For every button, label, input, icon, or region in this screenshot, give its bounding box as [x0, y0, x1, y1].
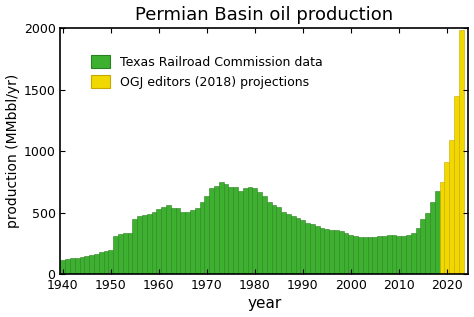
Bar	[84, 256, 89, 275]
Bar	[89, 255, 94, 275]
Bar	[61, 260, 65, 275]
Bar	[454, 96, 459, 275]
Bar	[224, 184, 228, 275]
Bar	[204, 196, 209, 275]
Bar	[267, 202, 272, 275]
Bar	[440, 182, 445, 275]
Bar	[276, 207, 281, 275]
Bar	[104, 251, 109, 275]
Y-axis label: production (MMbbl/yr): production (MMbbl/yr)	[6, 74, 19, 228]
Bar	[373, 237, 377, 275]
Bar	[445, 162, 449, 275]
Bar	[416, 228, 420, 275]
Bar	[425, 213, 430, 275]
Bar	[339, 231, 344, 275]
Bar	[344, 232, 348, 275]
Bar	[147, 214, 152, 275]
Bar	[353, 236, 358, 275]
Bar	[238, 191, 243, 275]
Bar	[377, 236, 382, 275]
Bar	[99, 252, 104, 275]
Bar	[411, 232, 416, 275]
Bar	[243, 188, 247, 275]
Bar	[363, 237, 368, 275]
Bar	[406, 235, 411, 275]
Bar	[420, 219, 425, 275]
Bar	[214, 186, 219, 275]
Bar	[109, 250, 113, 275]
Bar	[209, 188, 214, 275]
Bar	[123, 232, 128, 275]
Bar	[185, 211, 190, 275]
Bar	[257, 192, 262, 275]
Title: Permian Basin oil production: Permian Basin oil production	[136, 6, 393, 23]
Bar	[200, 202, 204, 275]
Bar	[334, 230, 339, 275]
Bar	[286, 214, 291, 275]
Bar	[449, 140, 454, 275]
Bar	[301, 220, 305, 275]
Bar	[219, 182, 224, 275]
Bar	[459, 30, 464, 275]
Bar	[348, 235, 353, 275]
Bar	[152, 211, 156, 275]
Bar	[113, 236, 118, 275]
Bar	[387, 235, 392, 275]
Legend: Texas Railroad Commission data, OGJ editors (2018) projections: Texas Railroad Commission data, OGJ edit…	[87, 51, 326, 92]
Bar	[396, 236, 401, 275]
Bar	[368, 237, 373, 275]
Bar	[70, 258, 75, 275]
Bar	[176, 208, 181, 275]
Bar	[75, 258, 80, 275]
Bar	[171, 208, 176, 275]
Bar	[156, 209, 161, 275]
Bar	[329, 230, 334, 275]
Bar	[253, 188, 257, 275]
Bar	[401, 236, 406, 275]
Bar	[435, 191, 440, 275]
Bar	[305, 223, 310, 275]
Bar	[247, 187, 253, 275]
Bar	[262, 196, 267, 275]
Bar	[392, 235, 396, 275]
Bar	[190, 210, 195, 275]
Bar	[358, 237, 363, 275]
Bar	[80, 256, 84, 275]
Bar	[382, 236, 387, 275]
Bar	[94, 254, 99, 275]
Bar	[296, 218, 301, 275]
Bar	[142, 215, 147, 275]
Bar	[161, 207, 166, 275]
Bar	[310, 224, 315, 275]
Bar	[65, 259, 70, 275]
Bar	[291, 217, 296, 275]
Bar	[233, 187, 238, 275]
Bar	[324, 229, 329, 275]
Bar	[228, 187, 233, 275]
Bar	[195, 208, 200, 275]
Bar	[181, 211, 185, 275]
Bar	[430, 202, 435, 275]
Bar	[272, 205, 276, 275]
Bar	[118, 234, 123, 275]
X-axis label: year: year	[247, 296, 282, 311]
Bar	[128, 232, 132, 275]
Bar	[315, 226, 319, 275]
Bar	[281, 211, 286, 275]
Bar	[137, 217, 142, 275]
Bar	[319, 228, 324, 275]
Bar	[132, 219, 137, 275]
Bar	[166, 205, 171, 275]
